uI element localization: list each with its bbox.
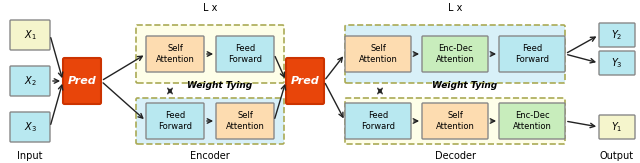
Text: Feed
Forward: Feed Forward <box>361 111 395 131</box>
FancyBboxPatch shape <box>10 112 50 142</box>
Text: L x: L x <box>203 3 217 13</box>
FancyBboxPatch shape <box>10 20 50 50</box>
Text: Enc-Dec
Attention: Enc-Dec Attention <box>513 111 552 131</box>
FancyBboxPatch shape <box>422 103 488 139</box>
Text: Weight Tying: Weight Tying <box>188 81 253 89</box>
FancyBboxPatch shape <box>136 98 284 144</box>
Text: Feed
Forward: Feed Forward <box>158 111 192 131</box>
FancyBboxPatch shape <box>499 36 565 72</box>
Text: Enc-Dec
Attention: Enc-Dec Attention <box>436 44 474 64</box>
Text: Feed
Forward: Feed Forward <box>515 44 549 64</box>
FancyBboxPatch shape <box>136 25 284 83</box>
FancyBboxPatch shape <box>599 51 635 75</box>
FancyBboxPatch shape <box>345 25 565 83</box>
Text: $Y_2$: $Y_2$ <box>611 28 623 42</box>
FancyBboxPatch shape <box>63 58 101 104</box>
FancyBboxPatch shape <box>499 103 565 139</box>
Text: Pred: Pred <box>68 76 97 86</box>
FancyBboxPatch shape <box>345 98 565 144</box>
FancyBboxPatch shape <box>345 103 411 139</box>
FancyBboxPatch shape <box>599 115 635 139</box>
Text: Self
Attention: Self Attention <box>225 111 264 131</box>
Text: Decoder: Decoder <box>435 151 476 161</box>
Text: $Y_3$: $Y_3$ <box>611 56 623 70</box>
Text: Feed
Forward: Feed Forward <box>228 44 262 64</box>
Text: $X_2$: $X_2$ <box>24 74 36 88</box>
Text: Self
Attention: Self Attention <box>358 44 397 64</box>
Text: Output: Output <box>600 151 634 161</box>
Text: $X_3$: $X_3$ <box>24 120 36 134</box>
Text: Self
Attention: Self Attention <box>156 44 195 64</box>
FancyBboxPatch shape <box>216 36 274 72</box>
FancyBboxPatch shape <box>10 66 50 96</box>
Text: Input: Input <box>17 151 43 161</box>
Text: Self
Attention: Self Attention <box>436 111 474 131</box>
FancyBboxPatch shape <box>216 103 274 139</box>
Text: Encoder: Encoder <box>190 151 230 161</box>
FancyBboxPatch shape <box>146 36 204 72</box>
Text: Pred: Pred <box>291 76 319 86</box>
FancyBboxPatch shape <box>146 103 204 139</box>
Text: $Y_1$: $Y_1$ <box>611 120 623 134</box>
FancyBboxPatch shape <box>286 58 324 104</box>
Text: $X_1$: $X_1$ <box>24 28 36 42</box>
FancyBboxPatch shape <box>422 36 488 72</box>
FancyBboxPatch shape <box>599 23 635 47</box>
Text: Weight Tying: Weight Tying <box>433 81 498 89</box>
Text: L x: L x <box>448 3 462 13</box>
FancyBboxPatch shape <box>345 36 411 72</box>
